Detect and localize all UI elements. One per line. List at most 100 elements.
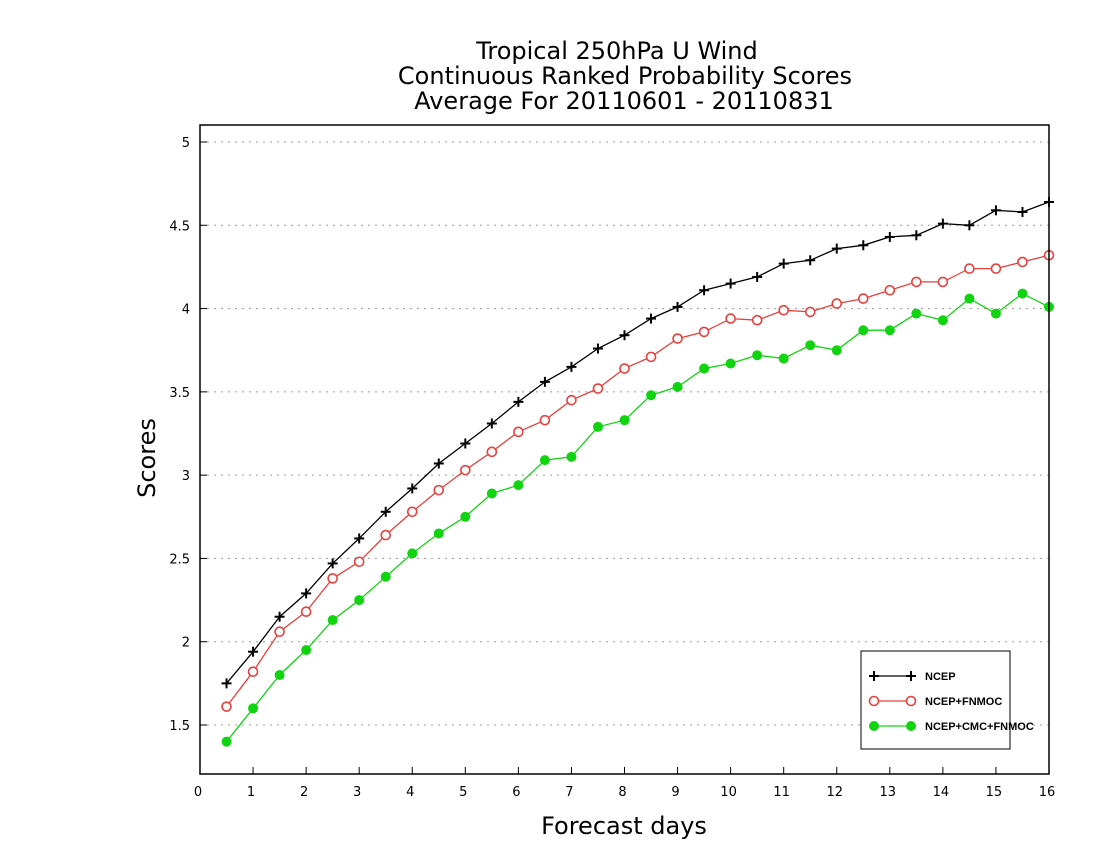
x-tick-label: 6 [512,785,520,800]
x-tick-label: 4 [406,785,414,800]
data-point-ncep [539,376,550,387]
data-point-ncep-fnmoc [725,313,736,324]
data-point-ncep-cmc-fnmoc [248,703,259,714]
data-point-ncep-fnmoc [486,446,498,458]
data-point-ncep-cmc-fnmoc [699,363,710,374]
data-point-ncep [486,418,497,429]
data-point-ncep [858,240,869,251]
legend-marker [869,671,879,681]
data-point-ncep [884,231,895,242]
series-ncep-cmc-fnmoc [221,288,1054,747]
data-point-ncep [513,396,524,407]
data-point-ncep [778,258,789,269]
data-point-ncep-cmc-fnmoc [274,670,285,681]
data-point-ncep [327,558,338,569]
x-tick-label: 7 [565,785,573,800]
data-point-ncep [248,646,259,657]
y-tick-label: 3 [182,469,190,484]
data-point-ncep-fnmoc [937,276,949,288]
data-point-ncep-fnmoc [619,363,630,374]
data-point-ncep-fnmoc [247,666,259,677]
data-point-ncep [990,205,1001,216]
data-point-ncep [672,301,683,312]
legend-marker [869,721,879,731]
data-point-ncep-cmc-fnmoc [884,325,895,336]
y-axis-label: Scores [133,418,161,498]
data-point-ncep [460,438,471,449]
data-point-ncep [354,533,365,544]
data-point-ncep-fnmoc [539,414,551,426]
data-point-ncep [407,483,418,494]
x-tick-label: 5 [459,785,467,800]
data-point-ncep-fnmoc [672,333,683,344]
data-point-ncep-cmc-fnmoc [911,308,922,319]
data-point-ncep-cmc-fnmoc [486,488,497,499]
x-tick-label: 13 [880,785,897,800]
data-point-ncep-cmc-fnmoc [1017,288,1028,299]
legend-label: NCEP [925,671,956,683]
legend-item-ncep-cmc-fnmoc: NCEP+CMC+FNMOC [869,721,1034,733]
data-point-ncep [937,218,948,229]
data-point-ncep-fnmoc [990,263,1002,274]
data-point-ncep [221,678,232,689]
legend-item-ncep: NCEP [869,671,956,683]
x-tick-label: 16 [1039,785,1056,800]
y-tick-label: 5 [182,136,190,151]
data-point-ncep-fnmoc [804,306,816,318]
data-point-ncep [646,313,657,324]
data-point-ncep-cmc-fnmoc [964,293,975,304]
x-tick-label: 15 [986,785,1003,800]
legend-marker [905,695,917,707]
data-point-ncep-fnmoc [406,506,418,518]
data-point-ncep-cmc-fnmoc [539,455,550,466]
data-point-ncep-fnmoc [274,626,285,638]
legend-label: NCEP+CMC+FNMOC [925,721,1034,733]
data-point-ncep [831,243,842,254]
x-tick-label: 8 [618,785,626,800]
data-point-ncep-cmc-fnmoc [301,645,312,656]
data-point-ncep-cmc-fnmoc [407,548,418,559]
y-tick-label: 2 [182,636,190,651]
data-point-ncep-cmc-fnmoc [433,528,444,539]
data-point-ncep-fnmoc [964,263,975,274]
data-point-ncep-cmc-fnmoc [513,480,524,491]
series-layer [221,196,1055,747]
data-point-ncep-fnmoc [592,383,604,394]
data-point-ncep [566,361,577,372]
data-point-ncep-fnmoc [380,529,392,541]
x-tick-label: 3 [353,785,361,800]
plot-frame [199,124,1050,775]
data-point-ncep [380,506,391,517]
data-point-ncep-fnmoc [566,394,577,406]
x-tick-label: 1 [247,785,255,800]
chart-title-line-1: Tropical 250hPa U Wind [475,37,758,65]
data-point-ncep-fnmoc [911,276,922,288]
x-tick-label: 14 [933,785,950,800]
data-point-ncep-cmc-fnmoc [221,736,232,747]
legend-marker [906,721,916,731]
data-point-ncep-fnmoc [645,351,657,363]
data-point-ncep-fnmoc [884,284,896,296]
series-line-ncep-cmc-fnmoc [225,292,1050,743]
data-point-ncep [301,588,312,599]
legend: NCEP NCEP+FNMOC NCEP+CMC+FNMOC [860,650,1034,750]
data-point-ncep-cmc-fnmoc [460,511,471,522]
x-tick-label: 12 [826,785,843,800]
data-point-ncep [619,330,630,341]
data-point-ncep-cmc-fnmoc [354,595,365,606]
legend-item-ncep-fnmoc: NCEP+FNMOC [868,695,1002,708]
data-point-ncep-cmc-fnmoc [831,345,842,356]
chart-title-line-3: Average For 20110601 - 20110831 [414,87,834,115]
data-point-ncep-cmc-fnmoc [778,353,789,364]
y-tick-label: 4 [182,303,190,318]
data-point-ncep [911,230,922,241]
x-tick-label: 2 [300,785,308,800]
chart-title: Tropical 250hPa U Wind Continuous Ranked… [398,37,852,115]
data-point-ncep-cmc-fnmoc [592,421,603,432]
data-point-ncep-cmc-fnmoc [327,615,338,626]
data-point-ncep-fnmoc [857,293,869,304]
data-point-ncep-fnmoc [433,484,445,496]
data-point-ncep [805,255,816,266]
legend-marker [906,671,916,681]
data-point-ncep-cmc-fnmoc [725,358,736,369]
